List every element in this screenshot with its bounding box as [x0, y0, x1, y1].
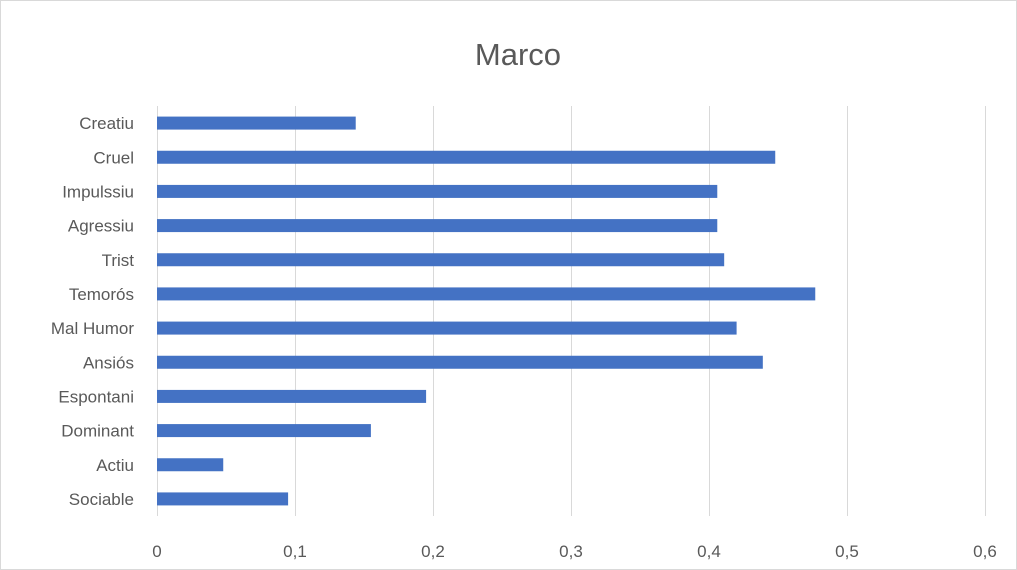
value-tick-labels: 0 0,1 0,2 0,3 0,4 0,5 0,6	[152, 542, 997, 561]
category-label: Mal Humor	[51, 319, 134, 338]
bar	[157, 492, 289, 506]
category-label: Dominant	[61, 422, 134, 441]
bar	[157, 116, 356, 130]
x-tick-label: 0,5	[835, 542, 859, 561]
category-label: Creatiu	[79, 114, 134, 133]
bar	[157, 219, 718, 233]
bar	[157, 150, 776, 164]
gridlines	[157, 106, 986, 516]
bar	[157, 424, 371, 438]
bar	[157, 321, 737, 335]
category-label: Ansiós	[83, 353, 134, 372]
bar	[157, 389, 427, 403]
bar	[157, 458, 224, 472]
category-label: Impulssiu	[62, 182, 134, 201]
category-labels: Creatiu Cruel Impulssiu Agressiu Trist Temoró…	[51, 114, 134, 509]
category-label: Trist	[102, 251, 135, 270]
x-tick-label: 0,2	[421, 542, 445, 561]
x-tick-label: 0,1	[283, 542, 307, 561]
bar	[157, 253, 725, 267]
chart-title: Marco	[475, 37, 561, 72]
category-label: Agressiu	[68, 217, 134, 236]
x-tick-label: 0,6	[973, 542, 997, 561]
category-label: Actiu	[96, 456, 134, 475]
category-label: Sociable	[69, 490, 134, 509]
category-label: Espontani	[58, 387, 134, 406]
x-tick-label: 0,3	[559, 542, 583, 561]
bar	[157, 287, 816, 301]
x-tick-label: 0	[152, 542, 161, 561]
category-label: Temorós	[69, 285, 134, 304]
bars	[157, 116, 816, 506]
bar	[157, 184, 718, 198]
x-tick-label: 0,4	[697, 542, 721, 561]
bar	[157, 355, 763, 369]
category-label: Cruel	[93, 148, 134, 167]
